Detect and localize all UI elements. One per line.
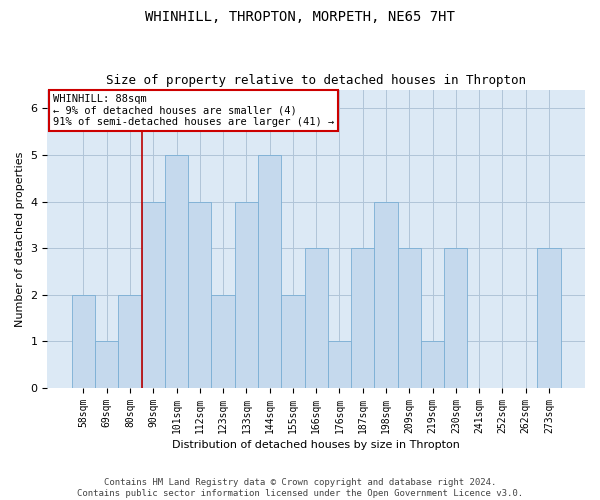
Bar: [95, 342, 118, 388]
Y-axis label: Number of detached properties: Number of detached properties: [15, 151, 25, 326]
Text: Contains HM Land Registry data © Crown copyright and database right 2024.
Contai: Contains HM Land Registry data © Crown c…: [77, 478, 523, 498]
Bar: [351, 248, 374, 388]
X-axis label: Distribution of detached houses by size in Thropton: Distribution of detached houses by size …: [172, 440, 460, 450]
Bar: [235, 202, 258, 388]
Bar: [537, 248, 560, 388]
Bar: [211, 295, 235, 388]
Bar: [258, 155, 281, 388]
Bar: [165, 155, 188, 388]
Bar: [444, 248, 467, 388]
Text: WHINHILL, THROPTON, MORPETH, NE65 7HT: WHINHILL, THROPTON, MORPETH, NE65 7HT: [145, 10, 455, 24]
Bar: [142, 202, 165, 388]
Bar: [305, 248, 328, 388]
Bar: [421, 342, 444, 388]
Title: Size of property relative to detached houses in Thropton: Size of property relative to detached ho…: [106, 74, 526, 87]
Bar: [374, 202, 398, 388]
Bar: [398, 248, 421, 388]
Bar: [281, 295, 305, 388]
Bar: [328, 342, 351, 388]
Text: WHINHILL: 88sqm
← 9% of detached houses are smaller (4)
91% of semi-detached hou: WHINHILL: 88sqm ← 9% of detached houses …: [53, 94, 334, 127]
Bar: [118, 295, 142, 388]
Bar: [72, 295, 95, 388]
Bar: [188, 202, 211, 388]
